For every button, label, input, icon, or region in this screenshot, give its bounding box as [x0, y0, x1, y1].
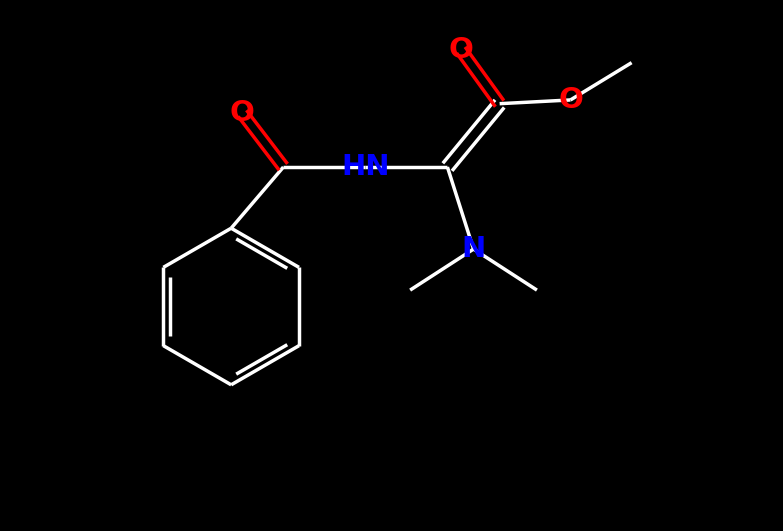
Text: O: O	[558, 86, 583, 114]
Text: O: O	[230, 99, 254, 127]
Text: HN: HN	[341, 153, 390, 181]
Text: N: N	[461, 235, 485, 263]
Text: O: O	[449, 36, 473, 64]
